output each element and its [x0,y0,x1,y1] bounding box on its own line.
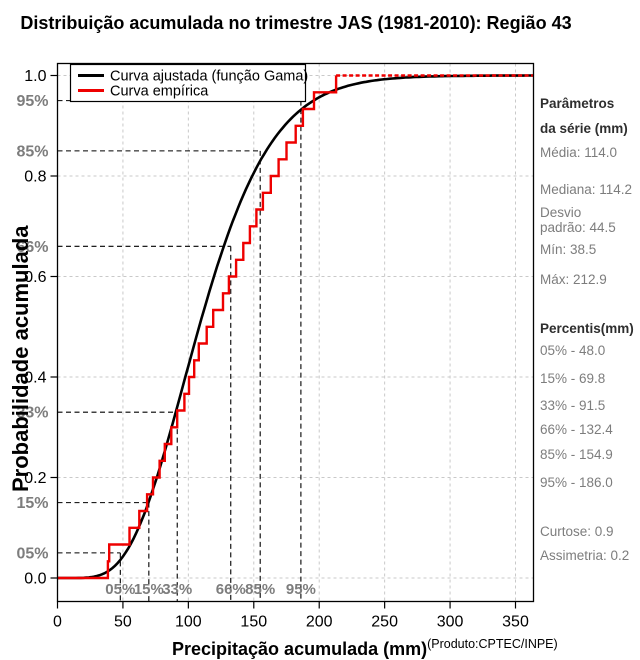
percentile-line: 15% - 69.8 [540,371,606,386]
y-percentile-label: 95% [16,93,48,110]
y-percentile-label: 05% [16,545,48,562]
floor-percentile-label: 66% [216,581,246,598]
stat-assimetria: Assimetria: 0.2 [540,548,630,563]
percentile-line: 66% - 132.4 [540,422,613,437]
stats-heading-line1: Parâmetros [540,96,615,111]
floor-percentile-label: 05% [105,581,135,598]
percentile-line: 05% - 48.0 [540,343,606,358]
x-tick-label: 150 [240,614,267,631]
stats-heading-line2: da série (mm) [540,121,628,136]
y-percentile-label: 33% [16,405,48,422]
x-tick-label: 100 [175,614,202,631]
y-tick-label: 1.0 [24,68,46,85]
y-percentile-label: 85% [16,143,48,160]
y-percentile-label: 66% [16,239,48,256]
y-percentile-label: 15% [16,495,48,512]
legend-label-fitted: Curva ajustada (função Gama) [110,69,308,85]
percentile-line: 95% - 186.0 [540,475,613,490]
floor-percentile-label: 33% [162,581,192,598]
x-tick-label: 200 [306,614,333,631]
legend-label-empirical: Curva empírica [110,84,209,100]
x-tick-label: 0 [53,614,62,631]
stat-max: Máx: 212.9 [540,272,607,287]
empirical-curve [57,75,338,580]
y-tick-label: 0.4 [24,370,46,387]
x-tick-label: 350 [502,614,529,631]
y-axis-title: Probabilidade acumulada [8,225,33,492]
plot-box [56,62,535,603]
stat-curtose: Curtose: 0.9 [540,524,614,539]
percentile-line: 33% - 91.5 [540,398,606,413]
y-tick-label: 0.0 [24,571,46,588]
y-tick-label: 0.6 [24,269,46,286]
stat-media: Média: 114.0 [540,145,618,160]
floor-percentile-label: 85% [245,581,275,598]
y-tick-label: 0.8 [24,169,46,186]
floor-percentile-label: 15% [134,581,164,598]
stat-min: Mín: 38.5 [540,242,597,257]
stat-mediana: Mediana: 114.2 [540,182,633,197]
x-tick-label: 300 [437,614,464,631]
x-axis-title-text: Precipitação acumulada (mm) [172,639,428,659]
x-tick-label: 250 [371,614,398,631]
legend-box [69,63,307,103]
percentiles-heading: Percentis(mm) [540,321,634,336]
x-tick-label: 50 [114,614,132,631]
y-tick-label: 0.2 [24,470,46,487]
product-credit: (Produto:CPTEC/INPE) [427,637,558,651]
x-axis-title: Precipitação acumulada (mm)(Produto:CPTE… [172,637,558,660]
chart-title: Distribuição acumulada no trimestre JAS … [20,13,572,33]
floor-percentile-label: 95% [286,581,316,598]
stat-desvio: Desvio padrão: 44.5 [540,205,616,235]
percentile-line: 85% - 154.9 [540,447,613,462]
